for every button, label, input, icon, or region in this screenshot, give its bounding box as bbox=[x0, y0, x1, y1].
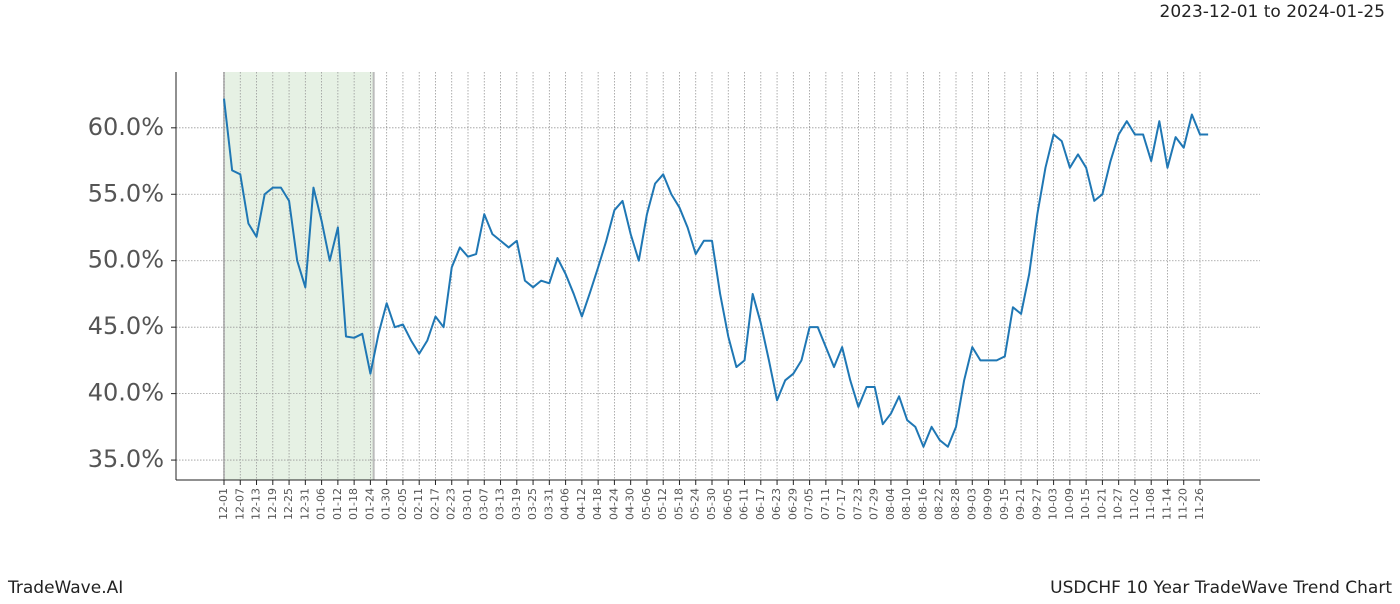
x-tick-label: 06-23 bbox=[770, 488, 783, 520]
x-tick-label: 04-12 bbox=[575, 488, 588, 520]
caption: USDCHF 10 Year TradeWave Trend Chart bbox=[1050, 578, 1392, 598]
x-tick-label: 12-25 bbox=[282, 488, 295, 520]
x-tick-label: 08-16 bbox=[916, 488, 929, 520]
x-tick-label: 06-05 bbox=[721, 488, 734, 520]
x-tick-label: 04-18 bbox=[591, 488, 604, 520]
x-tick-label: 04-24 bbox=[607, 488, 620, 520]
x-tick-label: 04-30 bbox=[624, 488, 637, 520]
y-tick-label: 50.0% bbox=[88, 246, 164, 274]
x-tick-label: 02-23 bbox=[445, 488, 458, 520]
x-tick-label: 08-10 bbox=[900, 488, 913, 520]
x-tick-label: 03-25 bbox=[526, 488, 539, 520]
highlight-band bbox=[224, 72, 374, 480]
x-tick-label: 07-29 bbox=[868, 488, 881, 520]
data-line bbox=[223, 98, 1209, 448]
y-tick-label: 55.0% bbox=[88, 179, 164, 207]
chart-title: 2023-12-01 to 2024-01-25 bbox=[1160, 2, 1385, 22]
x-tick-label: 03-19 bbox=[510, 488, 523, 520]
x-tick-label: 05-30 bbox=[705, 488, 718, 520]
x-tick-label: 03-31 bbox=[542, 488, 555, 520]
x-tick-label: 05-24 bbox=[689, 488, 702, 520]
x-tick-label: 03-13 bbox=[494, 488, 507, 520]
x-tick-label: 07-11 bbox=[819, 488, 832, 520]
x-tick-label: 11-02 bbox=[1128, 488, 1141, 520]
x-tick-label: 06-11 bbox=[738, 488, 751, 520]
x-tick-label: 06-29 bbox=[786, 488, 799, 520]
x-tick-label: 12-19 bbox=[266, 488, 279, 520]
x-tick-label: 05-12 bbox=[656, 488, 669, 520]
x-tick-label: 08-28 bbox=[949, 488, 962, 520]
x-tick-label: 06-17 bbox=[754, 488, 767, 520]
x-tick-label: 05-18 bbox=[672, 488, 685, 520]
x-tick-label: 01-18 bbox=[347, 488, 360, 520]
x-tick-label: 10-27 bbox=[1112, 488, 1125, 520]
x-tick-label: 12-13 bbox=[250, 488, 263, 520]
x-tick-label: 07-23 bbox=[851, 488, 864, 520]
x-tick-label: 07-05 bbox=[803, 488, 816, 520]
x-tick-label: 10-09 bbox=[1063, 488, 1076, 520]
x-tick-label: 02-11 bbox=[412, 488, 425, 520]
y-tick-label: 35.0% bbox=[88, 445, 164, 473]
x-tick-label: 10-21 bbox=[1095, 488, 1108, 520]
x-tick-label: 10-03 bbox=[1047, 488, 1060, 520]
x-tick-label: 11-08 bbox=[1144, 488, 1157, 520]
y-tick-label: 45.0% bbox=[88, 312, 164, 340]
x-tick-label: 01-30 bbox=[380, 488, 393, 520]
x-tick-label: 10-15 bbox=[1079, 488, 1092, 520]
x-tick-label: 01-06 bbox=[315, 488, 328, 520]
y-tick-label: 60.0% bbox=[88, 113, 164, 141]
x-tick-label: 07-17 bbox=[835, 488, 848, 520]
x-tick-label: 08-04 bbox=[884, 488, 897, 520]
y-tick-label: 40.0% bbox=[88, 379, 164, 407]
x-tick-label: 02-05 bbox=[396, 488, 409, 520]
x-tick-label: 11-20 bbox=[1177, 488, 1190, 520]
x-tick-label: 09-15 bbox=[998, 488, 1011, 520]
x-tick-label: 12-07 bbox=[233, 488, 246, 520]
x-tick-label: 03-07 bbox=[477, 488, 490, 520]
x-tick-label: 09-03 bbox=[965, 488, 978, 520]
brand: TradeWave.AI bbox=[7, 578, 123, 598]
x-tick-label: 02-17 bbox=[428, 488, 441, 520]
x-tick-label: 09-09 bbox=[982, 488, 995, 520]
x-tick-label: 08-22 bbox=[933, 488, 946, 520]
x-tick-label: 05-06 bbox=[640, 488, 653, 520]
x-tick-label: 12-01 bbox=[217, 488, 230, 520]
x-tick-label: 11-14 bbox=[1160, 488, 1173, 520]
x-tick-label: 04-06 bbox=[559, 488, 572, 520]
x-tick-label: 12-31 bbox=[298, 488, 311, 520]
x-tick-label: 01-24 bbox=[363, 488, 376, 520]
x-tick-label: 09-27 bbox=[1030, 488, 1043, 520]
x-tick-label: 09-21 bbox=[1014, 488, 1027, 520]
x-tick-label: 01-12 bbox=[331, 488, 344, 520]
x-tick-label: 03-01 bbox=[461, 488, 474, 520]
x-tick-label: 11-26 bbox=[1193, 488, 1206, 520]
